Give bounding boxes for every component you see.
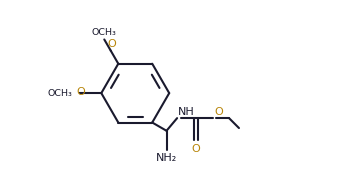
Text: OCH₃: OCH₃ (92, 28, 117, 36)
Text: O: O (107, 39, 116, 49)
Text: O: O (214, 107, 223, 117)
Text: NH₂: NH₂ (156, 153, 177, 163)
Text: NH: NH (178, 107, 195, 117)
Text: O: O (77, 87, 86, 97)
Text: O: O (192, 144, 200, 153)
Text: OCH₃: OCH₃ (48, 89, 73, 98)
